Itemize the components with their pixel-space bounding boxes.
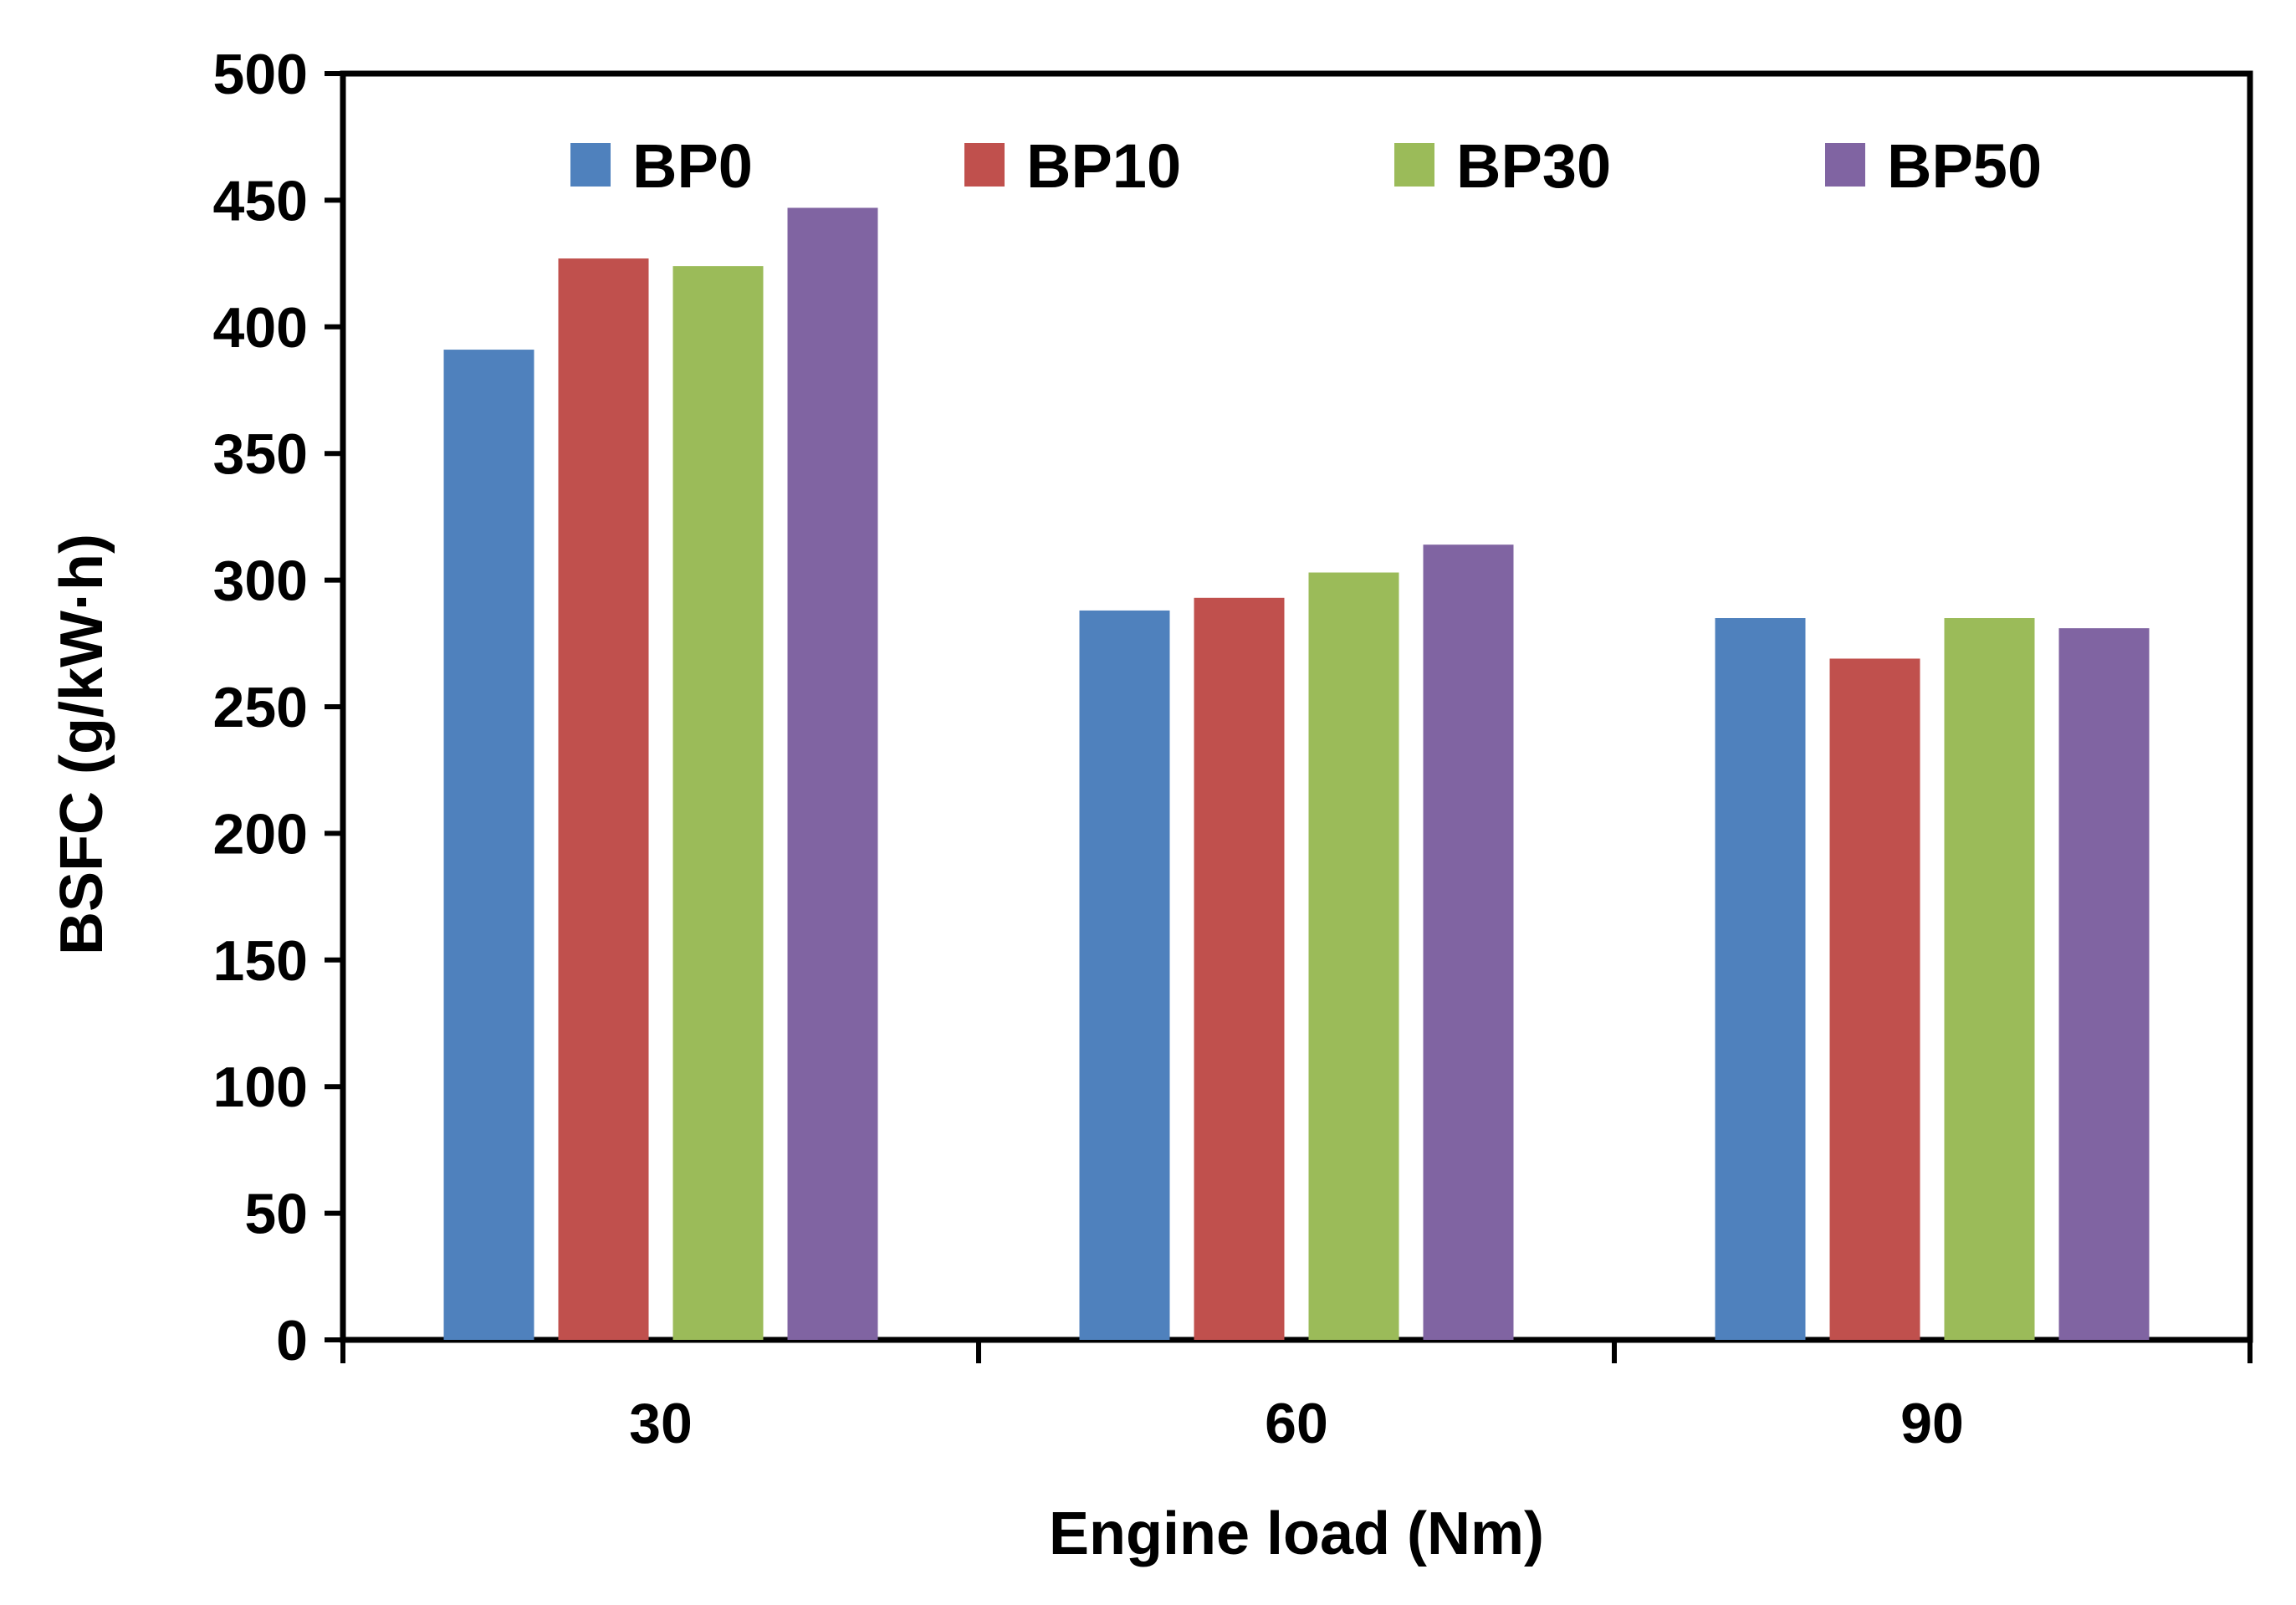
x-tick-label-60: 60 bbox=[1265, 1392, 1328, 1455]
bar-BP0-60 bbox=[1079, 610, 1170, 1340]
y-tick-label: 300 bbox=[213, 549, 308, 613]
bar-BP30-60 bbox=[1308, 572, 1399, 1340]
y-tick-label: 500 bbox=[213, 43, 308, 106]
bar-BP30-90 bbox=[1944, 618, 2035, 1340]
bar-BP30-30 bbox=[672, 266, 764, 1341]
bar-BP50-60 bbox=[1423, 544, 1514, 1340]
y-tick-label: 450 bbox=[213, 169, 308, 233]
bars bbox=[443, 207, 2150, 1341]
y-tick-label: 150 bbox=[213, 929, 308, 993]
bar-BP0-30 bbox=[443, 350, 534, 1340]
y-axis-title: BSFC (g/kW·h) bbox=[49, 534, 115, 955]
legend: BP0 BP10 BP30 BP50 bbox=[570, 131, 2042, 201]
bar-BP50-90 bbox=[2058, 628, 2150, 1340]
y-tick-label: 50 bbox=[244, 1183, 308, 1246]
bar-BP10-60 bbox=[1194, 597, 1285, 1340]
legend-label-BP0: BP0 bbox=[632, 131, 753, 201]
legend-swatch-BP50 bbox=[1825, 143, 1865, 187]
x-tick-label-30: 30 bbox=[629, 1392, 693, 1455]
y-axis: 0 50 100 150 200 250 300 350 400 450 500 bbox=[213, 43, 343, 1372]
x-axis: 30 60 90 bbox=[340, 1340, 2253, 1455]
y-tick-label: 400 bbox=[213, 296, 308, 360]
legend-swatch-BP10 bbox=[964, 143, 1005, 187]
x-axis-title: Engine load (Nm) bbox=[1049, 1500, 1544, 1567]
x-tick-label-90: 90 bbox=[1900, 1392, 1964, 1455]
legend-label-BP10: BP10 bbox=[1026, 131, 1181, 201]
legend-label-BP50: BP50 bbox=[1887, 131, 2042, 201]
legend-label-BP30: BP30 bbox=[1456, 131, 1611, 201]
y-tick-label: 200 bbox=[213, 802, 308, 866]
y-tick-label: 250 bbox=[213, 676, 308, 739]
legend-swatch-BP0 bbox=[570, 143, 611, 187]
bar-BP10-30 bbox=[558, 258, 649, 1341]
bar-BP10-90 bbox=[1829, 658, 1920, 1340]
bar-BP0-90 bbox=[1715, 618, 1806, 1340]
y-tick-label: 350 bbox=[213, 422, 308, 486]
y-tick-label: 100 bbox=[213, 1056, 308, 1119]
legend-swatch-BP30 bbox=[1394, 143, 1434, 187]
y-tick-label: 0 bbox=[276, 1309, 308, 1372]
bar-BP50-30 bbox=[787, 207, 878, 1340]
